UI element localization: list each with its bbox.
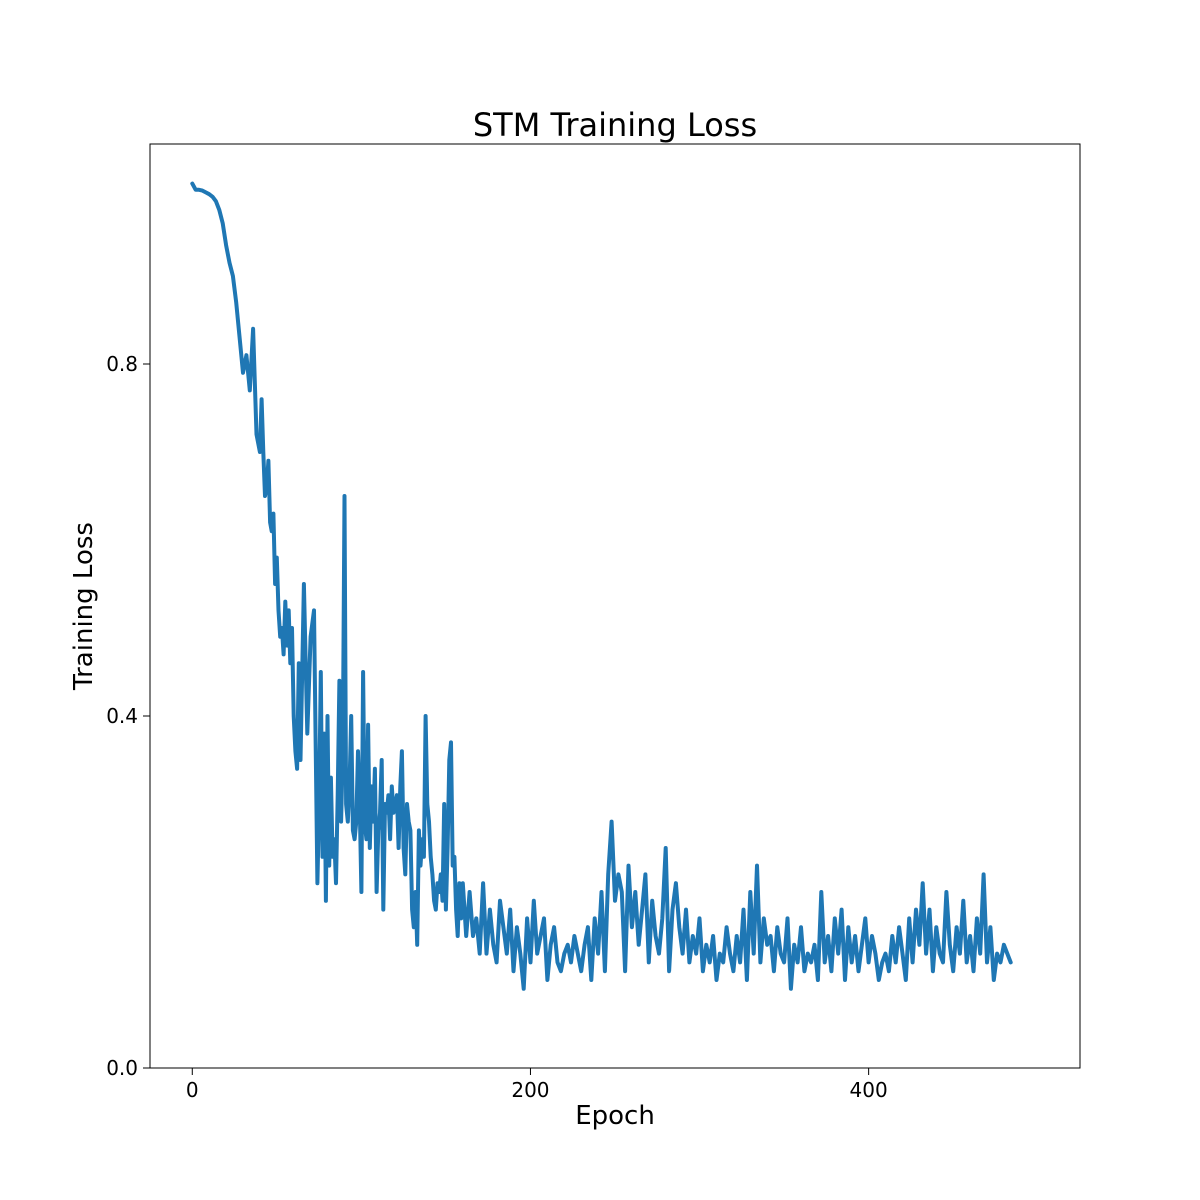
x-tick-label: 0 [186,1078,199,1102]
x-axis: 0 200 400 [186,1068,888,1102]
y-tick-label: 0.8 [106,352,138,376]
chart-title: STM Training Loss [473,106,757,144]
training-loss-series-line [190,181,1013,991]
y-tick-label: 0.4 [106,704,138,728]
x-tick-label: 200 [511,1078,549,1102]
y-axis-label: Training Loss [69,522,99,691]
x-axis-label: Epoch [575,1101,655,1131]
plot-area [149,143,1081,1069]
y-tick-label: 0.0 [106,1056,138,1080]
y-axis: 0.0 0.4 0.8 [106,352,150,1080]
x-tick-label: 400 [850,1078,888,1102]
axes-frame [149,143,1081,1069]
